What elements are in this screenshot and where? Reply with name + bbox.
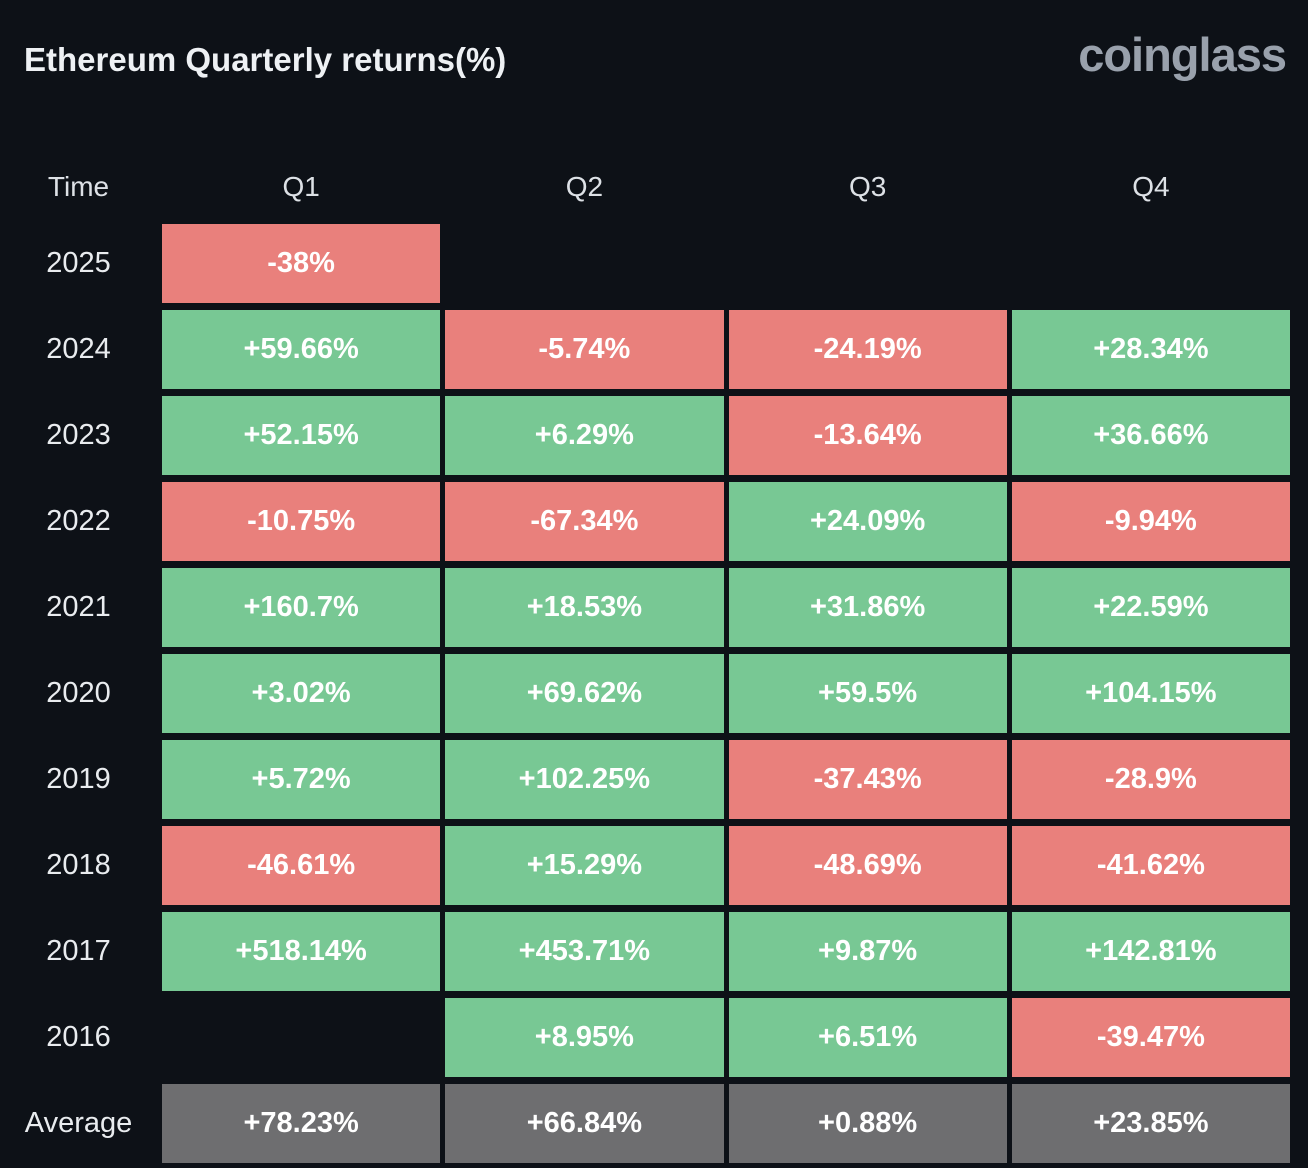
row-label-2017: 2017 — [46, 935, 111, 967]
table-row: 2018 -46.61% +15.29% -48.69% -41.62% — [0, 826, 1290, 905]
return-cell: -9.94% — [1011, 482, 1290, 561]
return-cell: +8.95% — [445, 998, 724, 1077]
return-cell: -10.75% — [162, 482, 441, 561]
return-cell: +23.85% — [1011, 1084, 1290, 1163]
table-row: 2017 +518.14% +453.71% +9.87% +142.81% — [0, 912, 1290, 991]
return-cell: -24.19% — [728, 310, 1007, 389]
table-row: 2019 +5.72% +102.25% -37.43% -28.9% — [0, 740, 1290, 819]
return-cell: +22.59% — [1011, 568, 1290, 647]
table-row: 2022 -10.75% -67.34% +24.09% -9.94% — [0, 482, 1290, 561]
return-cell: -13.64% — [728, 396, 1007, 475]
return-cell: +453.71% — [445, 912, 724, 991]
column-header-q3: Q3 — [848, 171, 887, 202]
column-header-q4: Q4 — [1132, 171, 1170, 202]
return-cell: +18.53% — [445, 568, 724, 647]
row-label-2023: 2023 — [46, 419, 111, 451]
return-cell: -37.43% — [728, 740, 1007, 819]
return-cell: +5.72% — [162, 740, 441, 819]
return-cell: +52.15% — [162, 396, 441, 475]
empty-cell — [1012, 224, 1290, 303]
quarterly-returns-table: Time Q1 Q2 Q3 Q4 2025 -38% 2024 +59.66% -5.74% -2… — [0, 150, 1290, 1168]
table-row: 2021 +160.7% +18.53% +31.86% +22.59% — [0, 568, 1290, 647]
header: Ethereum Quarterly returns(%) coinglass — [0, 0, 1308, 81]
table-row: 2023 +52.15% +6.29% -13.64% +36.66% — [0, 396, 1290, 475]
table-body: 2025 -38% 2024 +59.66% -5.74% -24.19% +28.34% 2… — [0, 224, 1290, 1163]
return-cell: -28.9% — [1011, 740, 1290, 819]
table-row: 2025 -38% — [0, 224, 1290, 303]
row-label-average: Average — [24, 1107, 133, 1139]
row-label-2024: 2024 — [46, 333, 111, 365]
return-cell: +102.25% — [445, 740, 724, 819]
return-cell: +3.02% — [162, 654, 441, 733]
return-cell: +66.84% — [445, 1084, 724, 1163]
return-cell: +59.66% — [162, 310, 441, 389]
row-label-2022: 2022 — [46, 505, 111, 537]
return-cell: -48.69% — [728, 826, 1007, 905]
return-cell: +518.14% — [162, 912, 441, 991]
return-cell: +0.88% — [728, 1084, 1007, 1163]
return-cell: +78.23% — [162, 1084, 441, 1163]
return-cell: +69.62% — [445, 654, 724, 733]
return-cell: +24.09% — [728, 482, 1007, 561]
column-header-q1: Q1 — [282, 171, 320, 202]
row-label-2025: 2025 — [46, 247, 111, 279]
return-cell: -38% — [162, 224, 441, 303]
table-row: 2020 +3.02% +69.62% +59.5% +104.15% — [0, 654, 1290, 733]
column-header-q2: Q2 — [565, 171, 604, 202]
row-label-2018: 2018 — [46, 849, 111, 881]
return-cell: +31.86% — [728, 568, 1007, 647]
row-label-2019: 2019 — [46, 763, 111, 795]
coinglass-logo: coinglass — [1078, 27, 1287, 81]
return-cell: +15.29% — [445, 826, 724, 905]
empty-cell — [162, 998, 440, 1077]
return-cell: -5.74% — [445, 310, 724, 389]
return-cell: +142.81% — [1011, 912, 1290, 991]
return-cell: -39.47% — [1011, 998, 1290, 1077]
return-cell: +28.34% — [1011, 310, 1290, 389]
return-cell: +6.29% — [445, 396, 724, 475]
return-cell: +104.15% — [1011, 654, 1290, 733]
table-row: 2024 +59.66% -5.74% -24.19% +28.34% — [0, 310, 1290, 389]
return-cell: +160.7% — [162, 568, 441, 647]
return-cell: -67.34% — [445, 482, 724, 561]
page-title: Ethereum Quarterly returns(%) — [24, 41, 507, 78]
return-cell: -41.62% — [1011, 826, 1290, 905]
return-cell: +59.5% — [728, 654, 1007, 733]
table-row: Average +78.23% +66.84% +0.88% +23.85% — [0, 1084, 1290, 1163]
empty-cell — [445, 224, 723, 303]
return-cell: +9.87% — [728, 912, 1007, 991]
return-cell: +6.51% — [728, 998, 1007, 1077]
return-cell: +36.66% — [1011, 396, 1290, 475]
table-header-row: Time Q1 Q2 Q3 Q4 — [0, 150, 1290, 224]
row-label-2021: 2021 — [46, 591, 111, 623]
empty-cell — [729, 224, 1007, 303]
return-cell: -46.61% — [162, 826, 441, 905]
table-row: 2016 +8.95% +6.51% -39.47% — [0, 998, 1290, 1077]
row-label-2016: 2016 — [46, 1021, 111, 1053]
column-header-time: Time — [47, 171, 110, 202]
row-label-2020: 2020 — [46, 677, 111, 709]
